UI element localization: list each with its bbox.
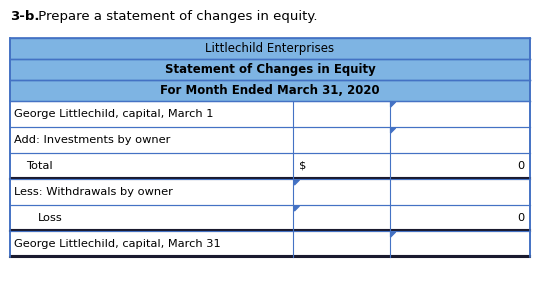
Text: Prepare a statement of changes in equity.: Prepare a statement of changes in equity… <box>34 10 318 23</box>
Bar <box>10 101 530 127</box>
Bar <box>10 59 530 80</box>
Bar <box>10 38 530 257</box>
Polygon shape <box>391 128 395 133</box>
Text: Littlechild Enterprises: Littlechild Enterprises <box>206 42 335 55</box>
Text: Add: Investments by owner: Add: Investments by owner <box>14 135 170 145</box>
Text: 3-b.: 3-b. <box>10 10 40 23</box>
Text: For Month Ended March 31, 2020: For Month Ended March 31, 2020 <box>160 84 380 97</box>
Bar <box>10 80 530 101</box>
Text: George Littlechild, capital, March 1: George Littlechild, capital, March 1 <box>14 109 213 119</box>
Polygon shape <box>294 206 299 211</box>
Text: Statement of Changes in Equity: Statement of Changes in Equity <box>165 63 375 76</box>
Text: Loss: Loss <box>38 213 63 223</box>
Text: George Littlechild, capital, March 31: George Littlechild, capital, March 31 <box>14 239 221 249</box>
Bar <box>10 127 530 153</box>
Text: 0: 0 <box>518 161 525 171</box>
Bar <box>10 179 530 205</box>
Text: Total: Total <box>26 161 53 171</box>
Bar <box>10 205 530 231</box>
Bar <box>10 153 530 179</box>
Bar <box>10 231 530 257</box>
Text: Less: Withdrawals by owner: Less: Withdrawals by owner <box>14 187 173 197</box>
Polygon shape <box>391 102 395 107</box>
Text: $: $ <box>299 161 307 171</box>
Polygon shape <box>391 232 395 237</box>
Bar <box>10 38 530 59</box>
Text: 0: 0 <box>518 213 525 223</box>
Polygon shape <box>294 180 299 185</box>
